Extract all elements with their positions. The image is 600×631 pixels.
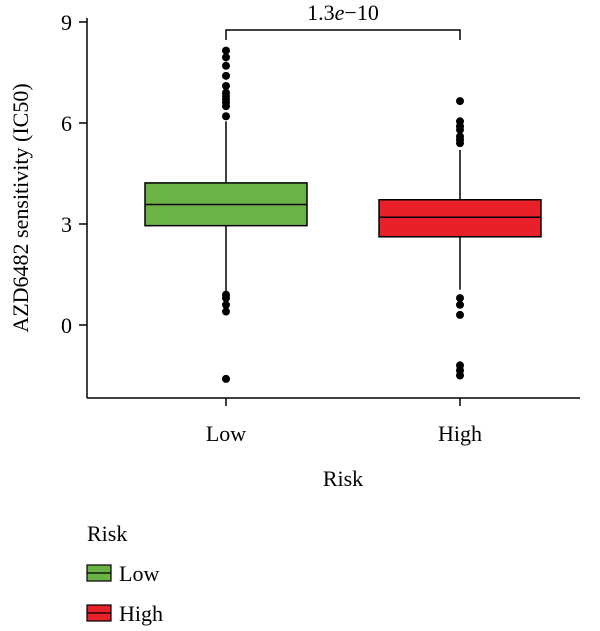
legend-label: High <box>119 601 163 626</box>
box-high <box>378 97 542 380</box>
outlier-point <box>222 112 230 121</box>
outlier-point <box>456 97 464 106</box>
y-axis-title: AZD6482 sensitivity (IC50) <box>8 83 33 332</box>
legend-entries: Low High <box>86 561 163 626</box>
legend-item-low: Low <box>86 561 159 586</box>
outlier-point <box>456 300 464 309</box>
outlier-point <box>222 71 230 80</box>
y-tick-label: 6 <box>61 111 72 136</box>
box-low <box>144 46 308 383</box>
iqr-box <box>378 198 542 238</box>
outlier-point <box>222 53 230 62</box>
legend-label: Low <box>119 561 159 586</box>
outlier-point <box>456 294 464 303</box>
outlier-point <box>222 300 230 309</box>
legend: Risk Low High <box>86 521 163 626</box>
legend-item-high: High <box>86 601 163 626</box>
pvalue-annotation: 1.3e−10 <box>225 0 461 40</box>
x-tick-label: Low <box>206 421 246 446</box>
y-tick-label: 3 <box>61 212 72 237</box>
pvalue-bracket <box>225 29 461 40</box>
plot-area: 0 3 6 9 Low High 1.3e−10 <box>61 0 580 446</box>
y-tick-label: 9 <box>61 10 72 35</box>
x-ticks: Low High <box>206 398 482 446</box>
outlier-point <box>222 61 230 70</box>
outlier-point <box>222 81 230 90</box>
y-tick-label: 0 <box>61 313 72 338</box>
legend-title: Risk <box>87 521 127 546</box>
outlier-point <box>456 139 464 148</box>
pvalue-label: 1.3e−10 <box>307 0 379 25</box>
y-ticks: 0 3 6 9 <box>61 10 87 338</box>
outlier-point <box>222 46 230 55</box>
outlier-point <box>456 125 464 134</box>
boxes <box>144 46 542 383</box>
outlier-point <box>222 307 230 316</box>
outlier-point <box>222 374 230 383</box>
outlier-point <box>222 102 230 111</box>
outlier-point <box>456 371 464 380</box>
x-axis-title: Risk <box>323 466 363 491</box>
outlier-point <box>456 310 464 319</box>
x-tick-label: High <box>438 421 482 446</box>
outlier-point <box>222 294 230 303</box>
